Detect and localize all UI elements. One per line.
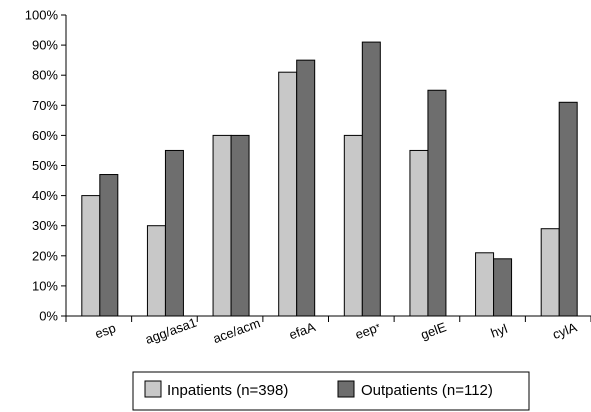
legend-swatch-outpatients	[337, 380, 355, 398]
x-category-label: hyl	[489, 321, 510, 341]
y-tick-label: 0%	[39, 309, 58, 324]
bar-outpatients-gele	[427, 89, 447, 317]
y-tick-label: 80%	[32, 68, 58, 83]
x-category-label: gelE	[419, 319, 449, 342]
bar-outpatients-hyl	[493, 258, 513, 317]
y-tick-label: 60%	[32, 128, 58, 143]
x-category-label: eep*	[353, 319, 382, 342]
legend-label-inpatients: Inpatients (n=398)	[167, 382, 288, 399]
bar-inpatients-efaa	[278, 71, 298, 317]
legend-box	[132, 371, 530, 411]
y-tick-label: 10%	[32, 278, 58, 293]
y-tick-label: 40%	[32, 188, 58, 203]
x-category-label: agg/asa1	[143, 315, 198, 347]
legend-label-outpatients: Outpatients (n=112)	[361, 382, 493, 399]
y-tick-label: 70%	[32, 98, 58, 113]
bars	[81, 41, 578, 317]
bar-outpatients-ace-acm	[230, 134, 250, 317]
bar-inpatients-gele	[409, 149, 429, 317]
x-category-label: cylA	[551, 319, 580, 342]
y-tick-label: 20%	[32, 248, 58, 263]
y-tick-label: 100%	[25, 8, 59, 23]
x-category-label: ace/acm	[211, 315, 262, 346]
bar-inpatients-ace-acm	[212, 134, 232, 317]
bar-outpatients-efaa	[296, 59, 316, 317]
bar-inpatients-eep	[343, 134, 363, 317]
x-axis: esp agg/asa1 ace/acm efaA eep* gelE hyl cylA	[65, 315, 591, 347]
y-axis: 0% 10% 20% 30% 40% 50% 60% 70% 80% 90% 100%	[25, 8, 67, 324]
bar-inpatients-agg-asa1	[146, 225, 166, 317]
y-tick-label: 50%	[32, 158, 58, 173]
bar-outpatients-agg-asa1	[164, 149, 184, 317]
bar-outpatients-eep	[361, 41, 381, 317]
bar-outpatients-esp	[99, 174, 119, 317]
bar-inpatients-hyl	[475, 252, 495, 317]
legend: Inpatients (n=398) Outpatients (n=112)	[132, 371, 530, 411]
bar-outpatients-cyla	[558, 101, 578, 317]
x-category-label: esp	[93, 320, 118, 341]
bar-inpatients-cyla	[540, 228, 560, 317]
y-tick-label: 90%	[32, 38, 58, 53]
bar-inpatients-esp	[81, 195, 101, 317]
legend-swatch-inpatients	[144, 380, 162, 398]
x-category-label: efaA	[287, 319, 318, 342]
y-tick-label: 30%	[32, 218, 58, 233]
